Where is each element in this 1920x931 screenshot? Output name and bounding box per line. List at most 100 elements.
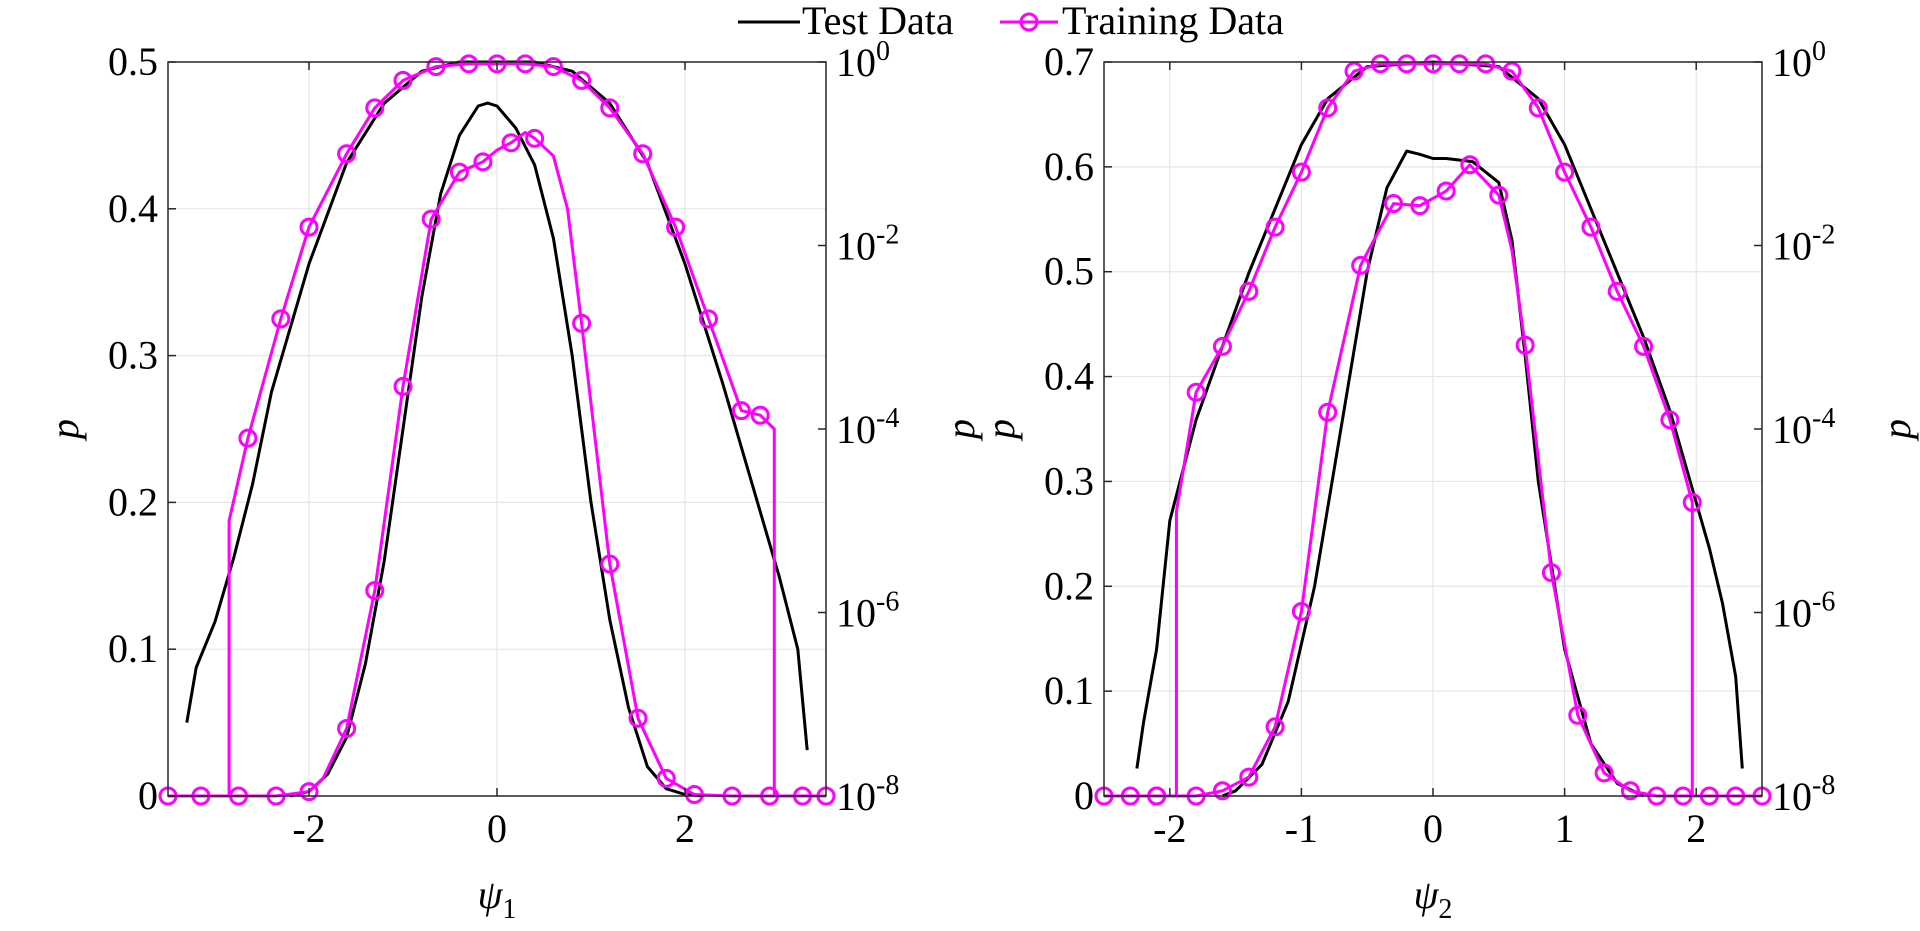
marker-training-right-5 (393, 70, 413, 90)
marker-training-right-17 (750, 405, 770, 425)
y-right-tick-label-3: 10-2 (1772, 220, 1835, 269)
marker-training-left-13 (1460, 155, 1480, 175)
marker-training-right-5 (1291, 162, 1311, 182)
marker-training-left-17 (684, 785, 704, 805)
legend: Test Data Training Data (738, 0, 1284, 43)
y-right-tick-label-1: 10-6 (836, 587, 899, 636)
marker-training-left-9 (449, 162, 469, 182)
marker-training-right-15 (1555, 162, 1575, 182)
marker-training-left-10 (473, 152, 493, 172)
marker-training-right-18 (1634, 336, 1654, 356)
y-right-tick-label-0: 10-8 (1772, 770, 1835, 819)
marker-training-left-9 (1351, 255, 1371, 275)
marker-training-right-9 (1397, 54, 1417, 74)
marker-training-left-12 (525, 128, 545, 148)
y-left-tick-label-5: 0.5 (1044, 249, 1094, 294)
marker-training-right-6 (1318, 98, 1338, 118)
x-tick-label-1: 0 (487, 806, 507, 851)
marker-training-right-2 (1212, 336, 1232, 356)
y-right-axis-label: p (938, 419, 983, 442)
marker-training-right-4 (365, 98, 385, 118)
chart-psi1: -2 0 2 0 0.1 0.2 0.3 0.4 0.5 10-8 10-6 10-4 10-2 100 ψ… (42, 36, 983, 925)
marker-training-left-7 (1291, 601, 1311, 621)
chart-psi2: -2 -1 0 1 2 0 0.1 0.2 0.3 0.4 0.5 0.6 0.7 10-8 10-6 10-… (978, 36, 1919, 925)
marker-training-right-20 (1682, 492, 1702, 512)
y-right-tick-label-2: 10-4 (836, 403, 899, 452)
x-axis-label: ψ2 (1414, 872, 1453, 925)
x-axis-label: ψ1 (478, 872, 517, 925)
series-line-test-right (1135, 60, 1744, 769)
marker-training-right-8 (1370, 54, 1390, 74)
y-right-tick-label-4: 100 (836, 36, 890, 85)
marker-training-right-10 (543, 57, 563, 77)
marker-training-left-11 (501, 133, 521, 153)
marker-training-right-6 (426, 57, 446, 77)
marker-training-right-15 (699, 309, 718, 329)
marker-training-right-19 (1660, 410, 1680, 430)
marker-training-right-2 (299, 217, 319, 237)
marker-training-left-5 (1239, 767, 1259, 787)
marker-training-left-14 (600, 554, 620, 574)
marker-training-left-13 (572, 313, 592, 333)
marker-training-right-11 (572, 70, 592, 90)
marker-training-right-16 (1581, 217, 1601, 237)
y-right-tick-label-4: 100 (1772, 36, 1826, 85)
x-tick-label-0: -2 (1153, 806, 1186, 851)
marker-training-right-13 (633, 144, 653, 164)
marker-training-left-12 (1436, 181, 1456, 201)
marker-training-right-12 (600, 98, 620, 118)
series-line-test-left (289, 101, 704, 798)
marker-training-right-17 (1607, 281, 1627, 301)
marker-training-left-19 (1620, 781, 1640, 801)
marker-training-right-3 (337, 144, 357, 164)
y-left-tick-label-3: 0.3 (108, 333, 158, 378)
marker-training-left-14 (1489, 185, 1509, 205)
marker-training-right-8 (487, 54, 507, 74)
marker-training-right-14 (666, 217, 686, 237)
marker-training-left-4 (299, 782, 319, 802)
y-left-tick-label-3: 0.3 (1044, 458, 1094, 503)
marker-training-right-3 (1239, 281, 1259, 301)
y-left-tick-label-2: 0.2 (108, 479, 158, 524)
marker-training-left-8 (421, 209, 441, 229)
marker-training-right-16 (731, 401, 751, 421)
marker-training-left-7 (393, 376, 413, 396)
y-right-tick-label-2: 10-4 (1772, 403, 1835, 452)
y-left-tick-label-4: 0.4 (1044, 354, 1094, 399)
x-tick-label-0: -2 (292, 806, 325, 851)
marker-training-right-4 (1265, 217, 1285, 237)
marker-training-right-10 (1423, 54, 1443, 74)
marker-training-right-7 (1344, 61, 1364, 81)
legend-label-training: Training Data (1062, 0, 1284, 43)
y-left-tick-label-6: 0.6 (1044, 144, 1094, 189)
y-left-tick-label-1: 0.1 (108, 626, 158, 671)
marker-training-left-15 (1515, 335, 1535, 355)
y-right-tick-label-0: 10-8 (836, 770, 899, 819)
marker-training-left-10 (1384, 194, 1404, 214)
marker-training-left-15 (628, 708, 648, 728)
x-tick-label-3: 1 (1555, 806, 1575, 851)
marker-training-right-1 (1186, 382, 1206, 402)
y-right-tick-label-3: 10-2 (836, 220, 899, 269)
marker-training-right-13 (1502, 61, 1522, 81)
x-tick-label-2: 2 (675, 806, 695, 851)
marker-training-right-12 (1476, 54, 1496, 74)
marker-training-left-6 (365, 580, 385, 600)
series-line-training-right (168, 62, 826, 798)
y-left-tick-label-7: 0.7 (1044, 39, 1094, 84)
x-tick-label-2: 0 (1423, 806, 1443, 851)
legend-label-test: Test Data (802, 0, 954, 43)
legend-marker-training (1019, 12, 1039, 32)
y-left-tick-label-2: 0.2 (1044, 563, 1094, 608)
y-left-tick-label-1: 0.1 (1044, 668, 1094, 713)
y-right-axis-label: p (1874, 419, 1919, 442)
marker-training-right-1 (271, 309, 291, 329)
marker-training-left-16 (656, 768, 676, 788)
y-right-tick-label-1: 10-6 (1772, 587, 1835, 636)
marker-training-left-6 (1265, 717, 1285, 737)
y-left-tick-label-5: 0.5 (108, 39, 158, 84)
y-left-axis-label: p (42, 419, 87, 442)
marker-training-right-7 (459, 54, 479, 74)
